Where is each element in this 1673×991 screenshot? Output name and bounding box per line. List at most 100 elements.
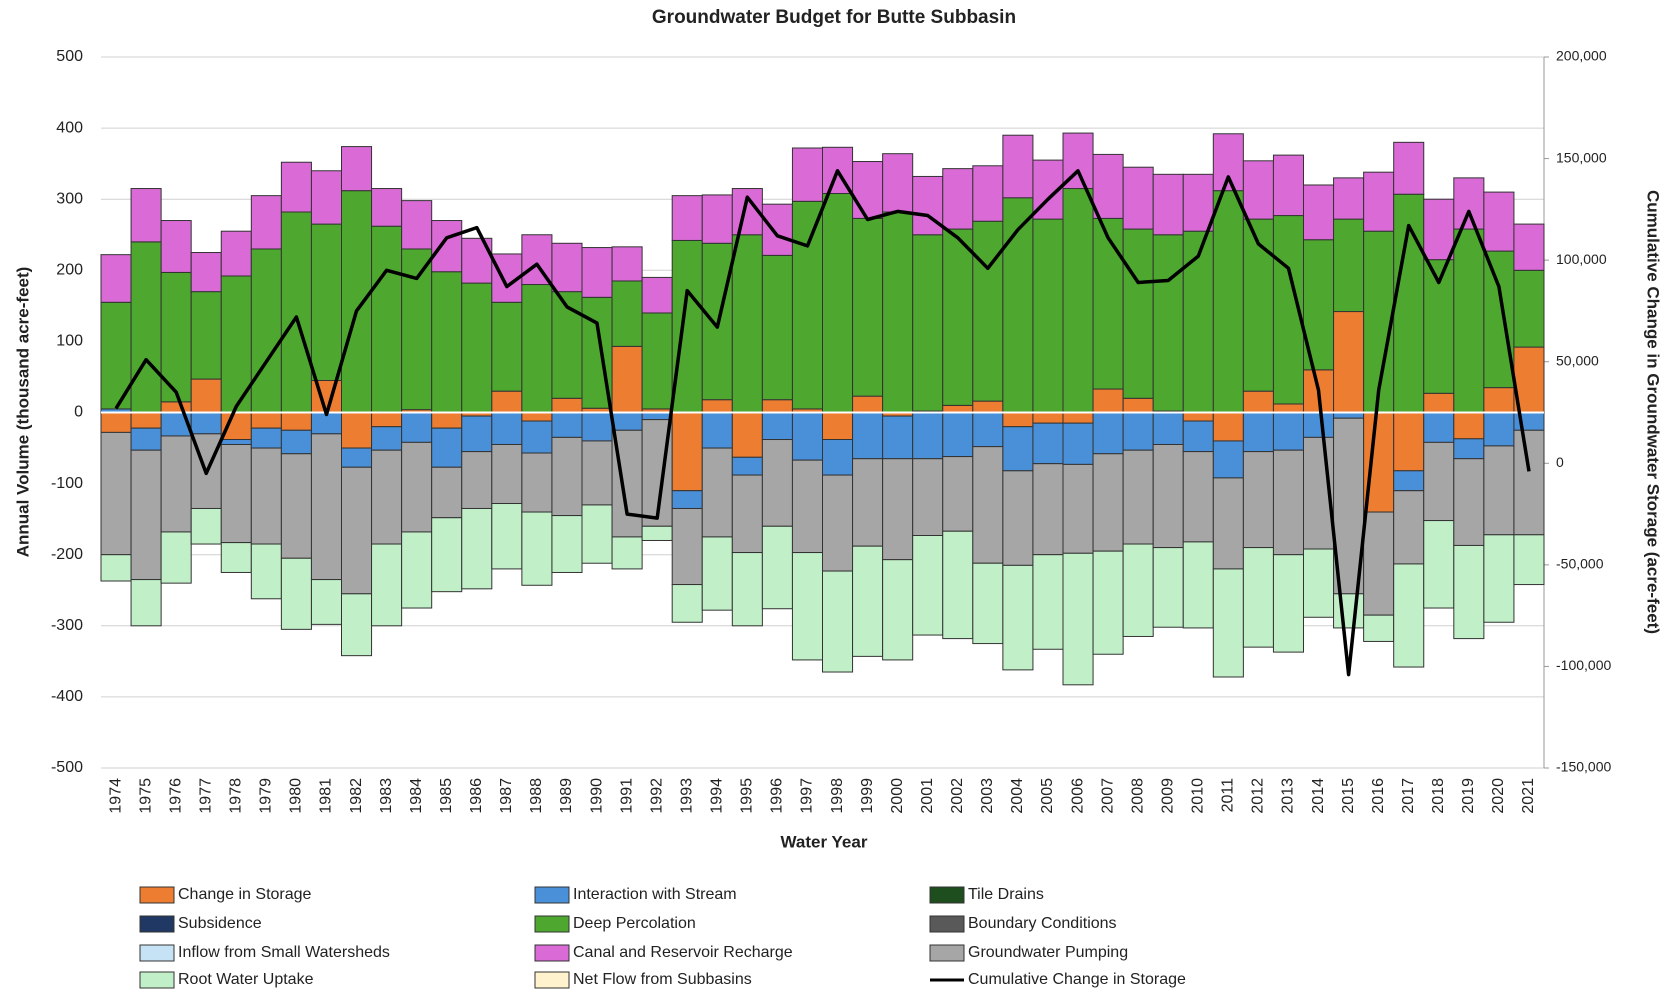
bar-segment <box>942 412 974 458</box>
bar-segment <box>1032 412 1064 424</box>
bar-segment <box>671 195 703 241</box>
bar-segment <box>401 441 433 533</box>
bar-segment <box>882 211 914 413</box>
bar-segment <box>581 412 613 442</box>
y2-tick-label: 200,000 <box>1556 48 1607 64</box>
legend-label: Inflow from Small Watersheds <box>178 944 390 961</box>
bar-segment <box>1122 543 1154 637</box>
bar-segment <box>1242 451 1274 549</box>
bar-segment <box>1242 390 1274 414</box>
bar-segment <box>942 228 974 406</box>
bar-segment <box>100 431 132 556</box>
legend-swatch <box>929 915 965 933</box>
bar-segment <box>491 412 523 445</box>
y-tick-label: -500 <box>51 759 83 776</box>
bar-segment <box>1363 511 1395 616</box>
x-tick-label: 2008 <box>1129 778 1146 814</box>
bar-segment <box>220 439 252 445</box>
bar-segment <box>1393 470 1425 492</box>
bar-segment <box>822 193 854 413</box>
bar-segment <box>280 453 312 559</box>
bar-segment <box>791 147 823 202</box>
bar-segment <box>1032 463 1064 556</box>
bar-segment <box>942 404 974 414</box>
bar-segment <box>1092 453 1124 552</box>
x-tick-label: 2010 <box>1190 778 1207 814</box>
bar-segment <box>882 415 914 460</box>
legend-swatch <box>139 944 175 962</box>
bar-segment <box>1483 445 1515 536</box>
bar-segment <box>1002 470 1034 566</box>
x-tick-label: 1976 <box>167 778 184 814</box>
bar-segment <box>280 429 312 455</box>
bar-segment <box>822 474 854 572</box>
bar-segment <box>1513 269 1545 348</box>
bar-segment <box>1272 154 1304 217</box>
bar-segment <box>341 190 373 413</box>
x-tick-label: 1978 <box>228 778 245 814</box>
y-tick-label: 500 <box>56 48 83 65</box>
bar-segment <box>1333 311 1365 413</box>
bar-segment <box>1002 134 1034 199</box>
x-tick-label: 2009 <box>1159 778 1176 814</box>
bar-segment <box>1092 217 1124 390</box>
bar-segment <box>431 517 463 593</box>
x-tick-label: 2004 <box>1009 778 1026 814</box>
bar-segment <box>371 225 403 413</box>
legend-swatch <box>139 886 175 904</box>
bar-segment <box>190 507 222 545</box>
y2-tick-label: -100,000 <box>1556 657 1611 673</box>
bar-segment <box>1212 440 1244 479</box>
bar-segment <box>130 579 162 627</box>
bar-segment <box>611 412 643 431</box>
bar-segment <box>1092 153 1124 219</box>
bar-segment <box>1032 554 1064 650</box>
x-tick-label: 1977 <box>197 778 214 814</box>
bar-segment <box>972 412 1004 448</box>
bar-segment <box>882 559 914 661</box>
bar-segment <box>130 427 162 451</box>
x-tick-label: 2001 <box>919 778 936 814</box>
bar-segment <box>1453 177 1485 230</box>
bar-segment <box>761 254 793 401</box>
x-tick-label: 1992 <box>648 778 665 814</box>
bar-segment <box>250 427 282 449</box>
bar-segment <box>912 535 944 636</box>
bar-segment <box>1453 458 1485 546</box>
bar-segment <box>641 525 673 541</box>
bar-segment <box>1453 228 1485 413</box>
bar-segment <box>1242 547 1274 648</box>
y-tick-label: 200 <box>56 262 83 279</box>
bar-segment <box>310 223 342 382</box>
bar-segment <box>912 175 944 236</box>
bars <box>100 132 1545 686</box>
bar-segment <box>1272 449 1304 556</box>
bar-segment <box>1182 451 1214 543</box>
bar-segment <box>611 345 643 414</box>
bar-segment <box>1002 426 1034 472</box>
bar-segment <box>1272 403 1304 413</box>
bar-segment <box>401 248 433 411</box>
bar-segment <box>1272 412 1304 451</box>
bar-segment <box>852 412 884 460</box>
bar-segment <box>1182 230 1214 413</box>
bar-segment <box>791 552 823 661</box>
bar-segment <box>1363 614 1395 642</box>
x-tick-label: 2016 <box>1370 778 1387 814</box>
bar-segment <box>671 507 703 586</box>
legend-label: Net Flow from Subbasins <box>573 971 752 988</box>
x-tick-label: 1989 <box>558 778 575 814</box>
bar-segment <box>1212 133 1244 192</box>
bar-segment <box>551 291 583 399</box>
bar-segment <box>972 562 1004 645</box>
bar-segment <box>852 161 884 219</box>
bar-segment <box>401 200 433 250</box>
bar-segment <box>1393 490 1425 565</box>
bar-segment <box>912 458 944 537</box>
bar-segment <box>671 584 703 623</box>
x-tick-label: 1987 <box>498 778 515 814</box>
bar-segment <box>641 412 673 421</box>
bar-segment <box>1002 564 1034 671</box>
bar-segment <box>822 570 854 673</box>
y-tick-label: -300 <box>51 617 83 634</box>
